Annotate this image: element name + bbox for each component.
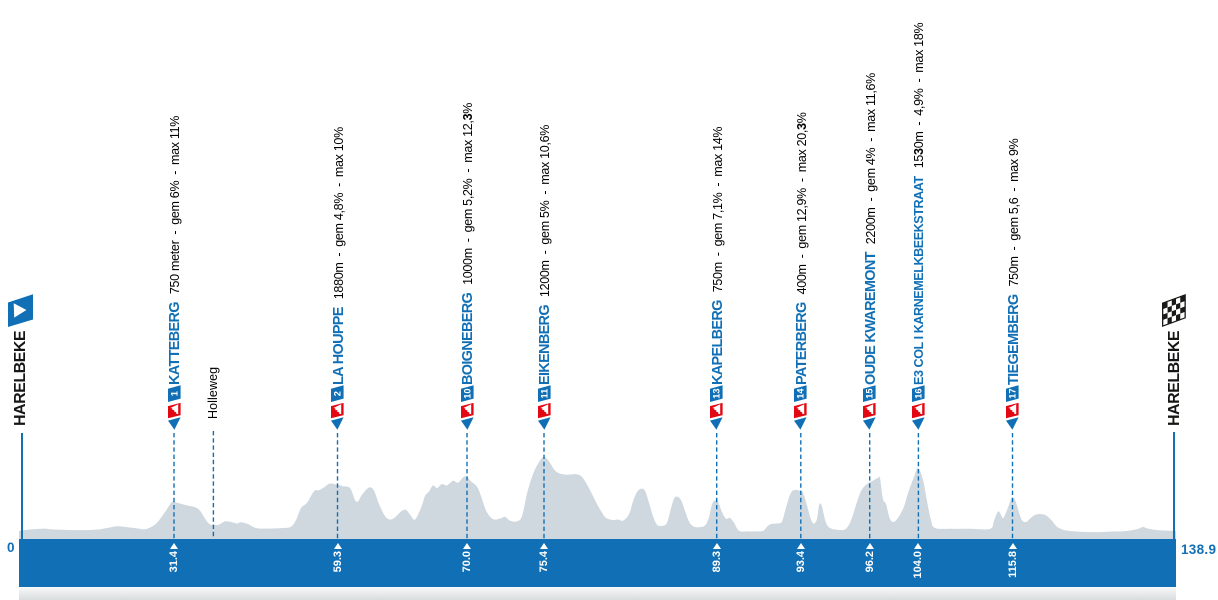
- svg-text:15: 15: [864, 389, 874, 399]
- svg-text:11: 11: [539, 389, 549, 399]
- svg-text:17: 17: [1007, 389, 1017, 399]
- svg-text:1: 1: [169, 391, 179, 396]
- svg-text:10: 10: [462, 389, 472, 399]
- svg-text:14: 14: [796, 388, 806, 399]
- svg-text:13: 13: [711, 389, 721, 399]
- svg-text:16: 16: [913, 389, 923, 399]
- svg-text:2: 2: [332, 391, 342, 396]
